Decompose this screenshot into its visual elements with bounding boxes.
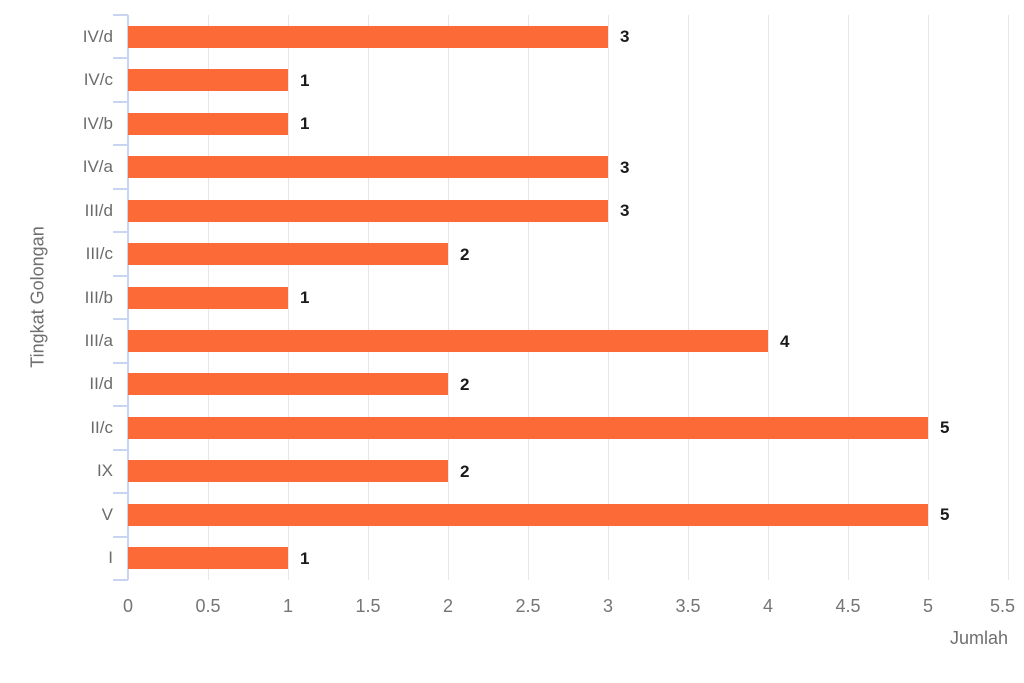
bar-row: 3 bbox=[128, 145, 1008, 188]
bar-IV/b[interactable] bbox=[128, 112, 288, 135]
bar-IV/a[interactable] bbox=[128, 156, 608, 179]
bar-row: 1 bbox=[128, 276, 1008, 319]
x-tick-label-5: 5 bbox=[922, 596, 934, 616]
bar-row: 1 bbox=[128, 102, 1008, 145]
bar-value-label: 5 bbox=[940, 505, 950, 525]
x-tick-label-2: 2 bbox=[442, 596, 454, 616]
bar-value-label: 4 bbox=[780, 331, 790, 351]
x-tick-label-3: 3 bbox=[602, 596, 614, 616]
bar-value-label: 2 bbox=[460, 244, 470, 264]
category-axis-labels: IV/d IV/c IV/b IV/a III/d III/c III/b III/a II/d… bbox=[0, 15, 113, 580]
bar-III/b[interactable] bbox=[128, 286, 288, 309]
x-tick-label-2.5: 2.5 bbox=[515, 596, 541, 616]
bar-IV/c[interactable] bbox=[128, 69, 288, 92]
category-label-IV/b: IV/b bbox=[82, 113, 113, 133]
category-label-II/d: II/d bbox=[89, 374, 113, 394]
bar-row: 2 bbox=[128, 363, 1008, 406]
bar-II/c[interactable] bbox=[128, 416, 928, 439]
gridline bbox=[1007, 15, 1009, 580]
x-tick-label-1: 1 bbox=[282, 596, 294, 616]
y-axis-tick bbox=[113, 14, 128, 16]
bar-value-label: 3 bbox=[620, 201, 630, 221]
bar-value-label: 1 bbox=[300, 288, 310, 308]
gridline bbox=[767, 15, 769, 580]
category-label-III/a: III/a bbox=[84, 331, 113, 351]
y-axis-tick bbox=[113, 536, 128, 538]
bar-row: 4 bbox=[128, 319, 1008, 362]
category-label-III/b: III/b bbox=[84, 287, 113, 307]
bar-row: 3 bbox=[128, 15, 1008, 58]
bar-value-label: 2 bbox=[460, 374, 470, 394]
category-label-I: I bbox=[108, 548, 113, 568]
y-axis-tick bbox=[113, 275, 128, 277]
category-label-IV/d: IV/d bbox=[82, 26, 113, 46]
bar-value-label: 1 bbox=[300, 114, 310, 134]
bar-III/a[interactable] bbox=[128, 330, 768, 353]
x-tick-label-4.5: 4.5 bbox=[835, 596, 861, 616]
bar-value-label: 1 bbox=[300, 70, 310, 90]
category-label-III/c: III/c bbox=[85, 244, 113, 264]
gridline bbox=[687, 15, 689, 580]
bar-row: 1 bbox=[128, 537, 1008, 580]
bar-V[interactable] bbox=[128, 503, 928, 526]
y-axis-tick bbox=[113, 405, 128, 407]
bar-I[interactable] bbox=[128, 547, 288, 570]
y-axis-tick bbox=[113, 449, 128, 451]
bar-IX[interactable] bbox=[128, 460, 448, 483]
bar-row: 2 bbox=[128, 232, 1008, 275]
x-tick-label-5.5: 5.5 bbox=[989, 596, 1016, 616]
bar-value-label: 1 bbox=[300, 548, 310, 568]
x-tick-label-4: 4 bbox=[762, 596, 774, 616]
x-tick-label-0.5: 0.5 bbox=[195, 596, 221, 616]
category-label-IV/a: IV/a bbox=[82, 157, 113, 177]
bar-row: 1 bbox=[128, 58, 1008, 101]
y-axis-tick bbox=[113, 188, 128, 190]
gridline bbox=[847, 15, 849, 580]
bar-value-label: 5 bbox=[940, 418, 950, 438]
x-axis-title: Jumlah bbox=[949, 628, 1008, 648]
x-tick-label-1.5: 1.5 bbox=[355, 596, 381, 616]
bar-III/d[interactable] bbox=[128, 199, 608, 222]
y-axis-tick bbox=[113, 231, 128, 233]
category-label-II/c: II/c bbox=[90, 417, 113, 437]
bar-row: 5 bbox=[128, 493, 1008, 536]
y-axis-tick bbox=[113, 101, 128, 103]
x-tick-label-3.5: 3.5 bbox=[675, 596, 701, 616]
x-axis-tick-labels: 0 0.5 1 1.5 2 2.5 3 3.5 4 4.5 5 5.5 bbox=[0, 596, 1024, 620]
gridline bbox=[287, 15, 289, 580]
bar-row: 5 bbox=[128, 406, 1008, 449]
bars-layer: 3 1 1 3 3 2 1 4 2 5 2 5 1 bbox=[128, 15, 1008, 580]
category-label-IV/c: IV/c bbox=[83, 70, 113, 90]
bar-value-label: 3 bbox=[620, 27, 630, 47]
bar-value-label: 3 bbox=[620, 157, 630, 177]
bar-IV/d[interactable] bbox=[128, 25, 608, 48]
y-axis-tick bbox=[113, 144, 128, 146]
bar-III/c[interactable] bbox=[128, 243, 448, 266]
gridline bbox=[447, 15, 449, 580]
y-axis-tick bbox=[113, 57, 128, 59]
plot-area: 3 1 1 3 3 2 1 4 2 5 2 5 1 bbox=[113, 14, 1009, 581]
category-label-III/d: III/d bbox=[84, 200, 113, 220]
gridline bbox=[927, 15, 929, 580]
y-axis-tick bbox=[113, 492, 128, 494]
category-label-V: V bbox=[101, 504, 113, 524]
bar-row: 2 bbox=[128, 450, 1008, 493]
y-axis-tick bbox=[113, 579, 128, 581]
x-tick-label-0: 0 bbox=[122, 596, 134, 616]
y-axis-tick bbox=[113, 362, 128, 364]
gridline bbox=[527, 15, 529, 580]
gridline bbox=[367, 15, 369, 580]
y-axis-tick bbox=[113, 318, 128, 320]
bar-row: 3 bbox=[128, 189, 1008, 232]
category-label-IX: IX bbox=[96, 461, 113, 481]
bar-value-label: 2 bbox=[460, 461, 470, 481]
gridline bbox=[607, 15, 609, 580]
bar-II/d[interactable] bbox=[128, 373, 448, 396]
